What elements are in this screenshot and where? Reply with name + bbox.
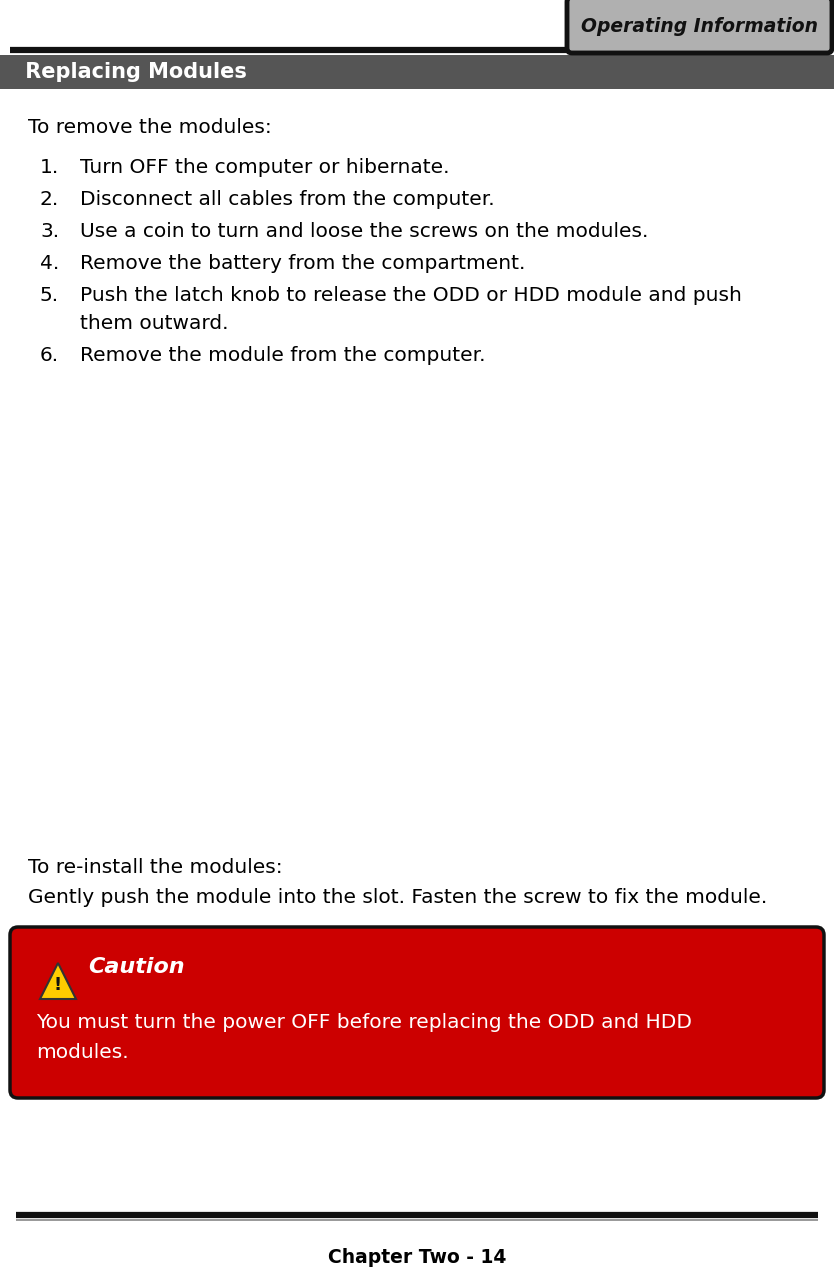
Text: 3.: 3. (40, 222, 59, 241)
Text: them outward.: them outward. (80, 315, 229, 333)
Text: You must turn the power OFF before replacing the ODD and HDD: You must turn the power OFF before repla… (36, 1013, 692, 1032)
Text: Chapter Two - 14: Chapter Two - 14 (328, 1248, 506, 1267)
Text: Remove the module from the computer.: Remove the module from the computer. (80, 345, 485, 365)
Text: Gently push the module into the slot. Fasten the screw to fix the module.: Gently push the module into the slot. Fa… (28, 889, 767, 907)
Text: 5.: 5. (40, 286, 59, 306)
Text: 2.: 2. (40, 190, 59, 209)
FancyBboxPatch shape (567, 0, 832, 53)
Text: !: ! (54, 976, 62, 994)
Text: 4.: 4. (40, 254, 59, 273)
Text: Remove the battery from the compartment.: Remove the battery from the compartment. (80, 254, 525, 273)
Text: Operating Information: Operating Information (581, 17, 818, 36)
Text: Push the latch knob to release the ODD or HDD module and push: Push the latch knob to release the ODD o… (80, 286, 742, 306)
Text: Turn OFF the computer or hibernate.: Turn OFF the computer or hibernate. (80, 158, 450, 177)
Text: 6.: 6. (40, 345, 59, 365)
Text: modules.: modules. (36, 1043, 128, 1062)
Text: To re-install the modules:: To re-install the modules: (28, 858, 283, 877)
Text: Disconnect all cables from the computer.: Disconnect all cables from the computer. (80, 190, 495, 209)
Text: Use a coin to turn and loose the screws on the modules.: Use a coin to turn and loose the screws … (80, 222, 648, 241)
Text: Replacing Modules: Replacing Modules (18, 62, 247, 82)
FancyBboxPatch shape (10, 927, 824, 1098)
Text: 1.: 1. (40, 158, 59, 177)
Polygon shape (40, 963, 76, 999)
Text: Caution: Caution (88, 957, 184, 977)
Text: To remove the modules:: To remove the modules: (28, 118, 272, 137)
Bar (0, 55, 834, 89)
